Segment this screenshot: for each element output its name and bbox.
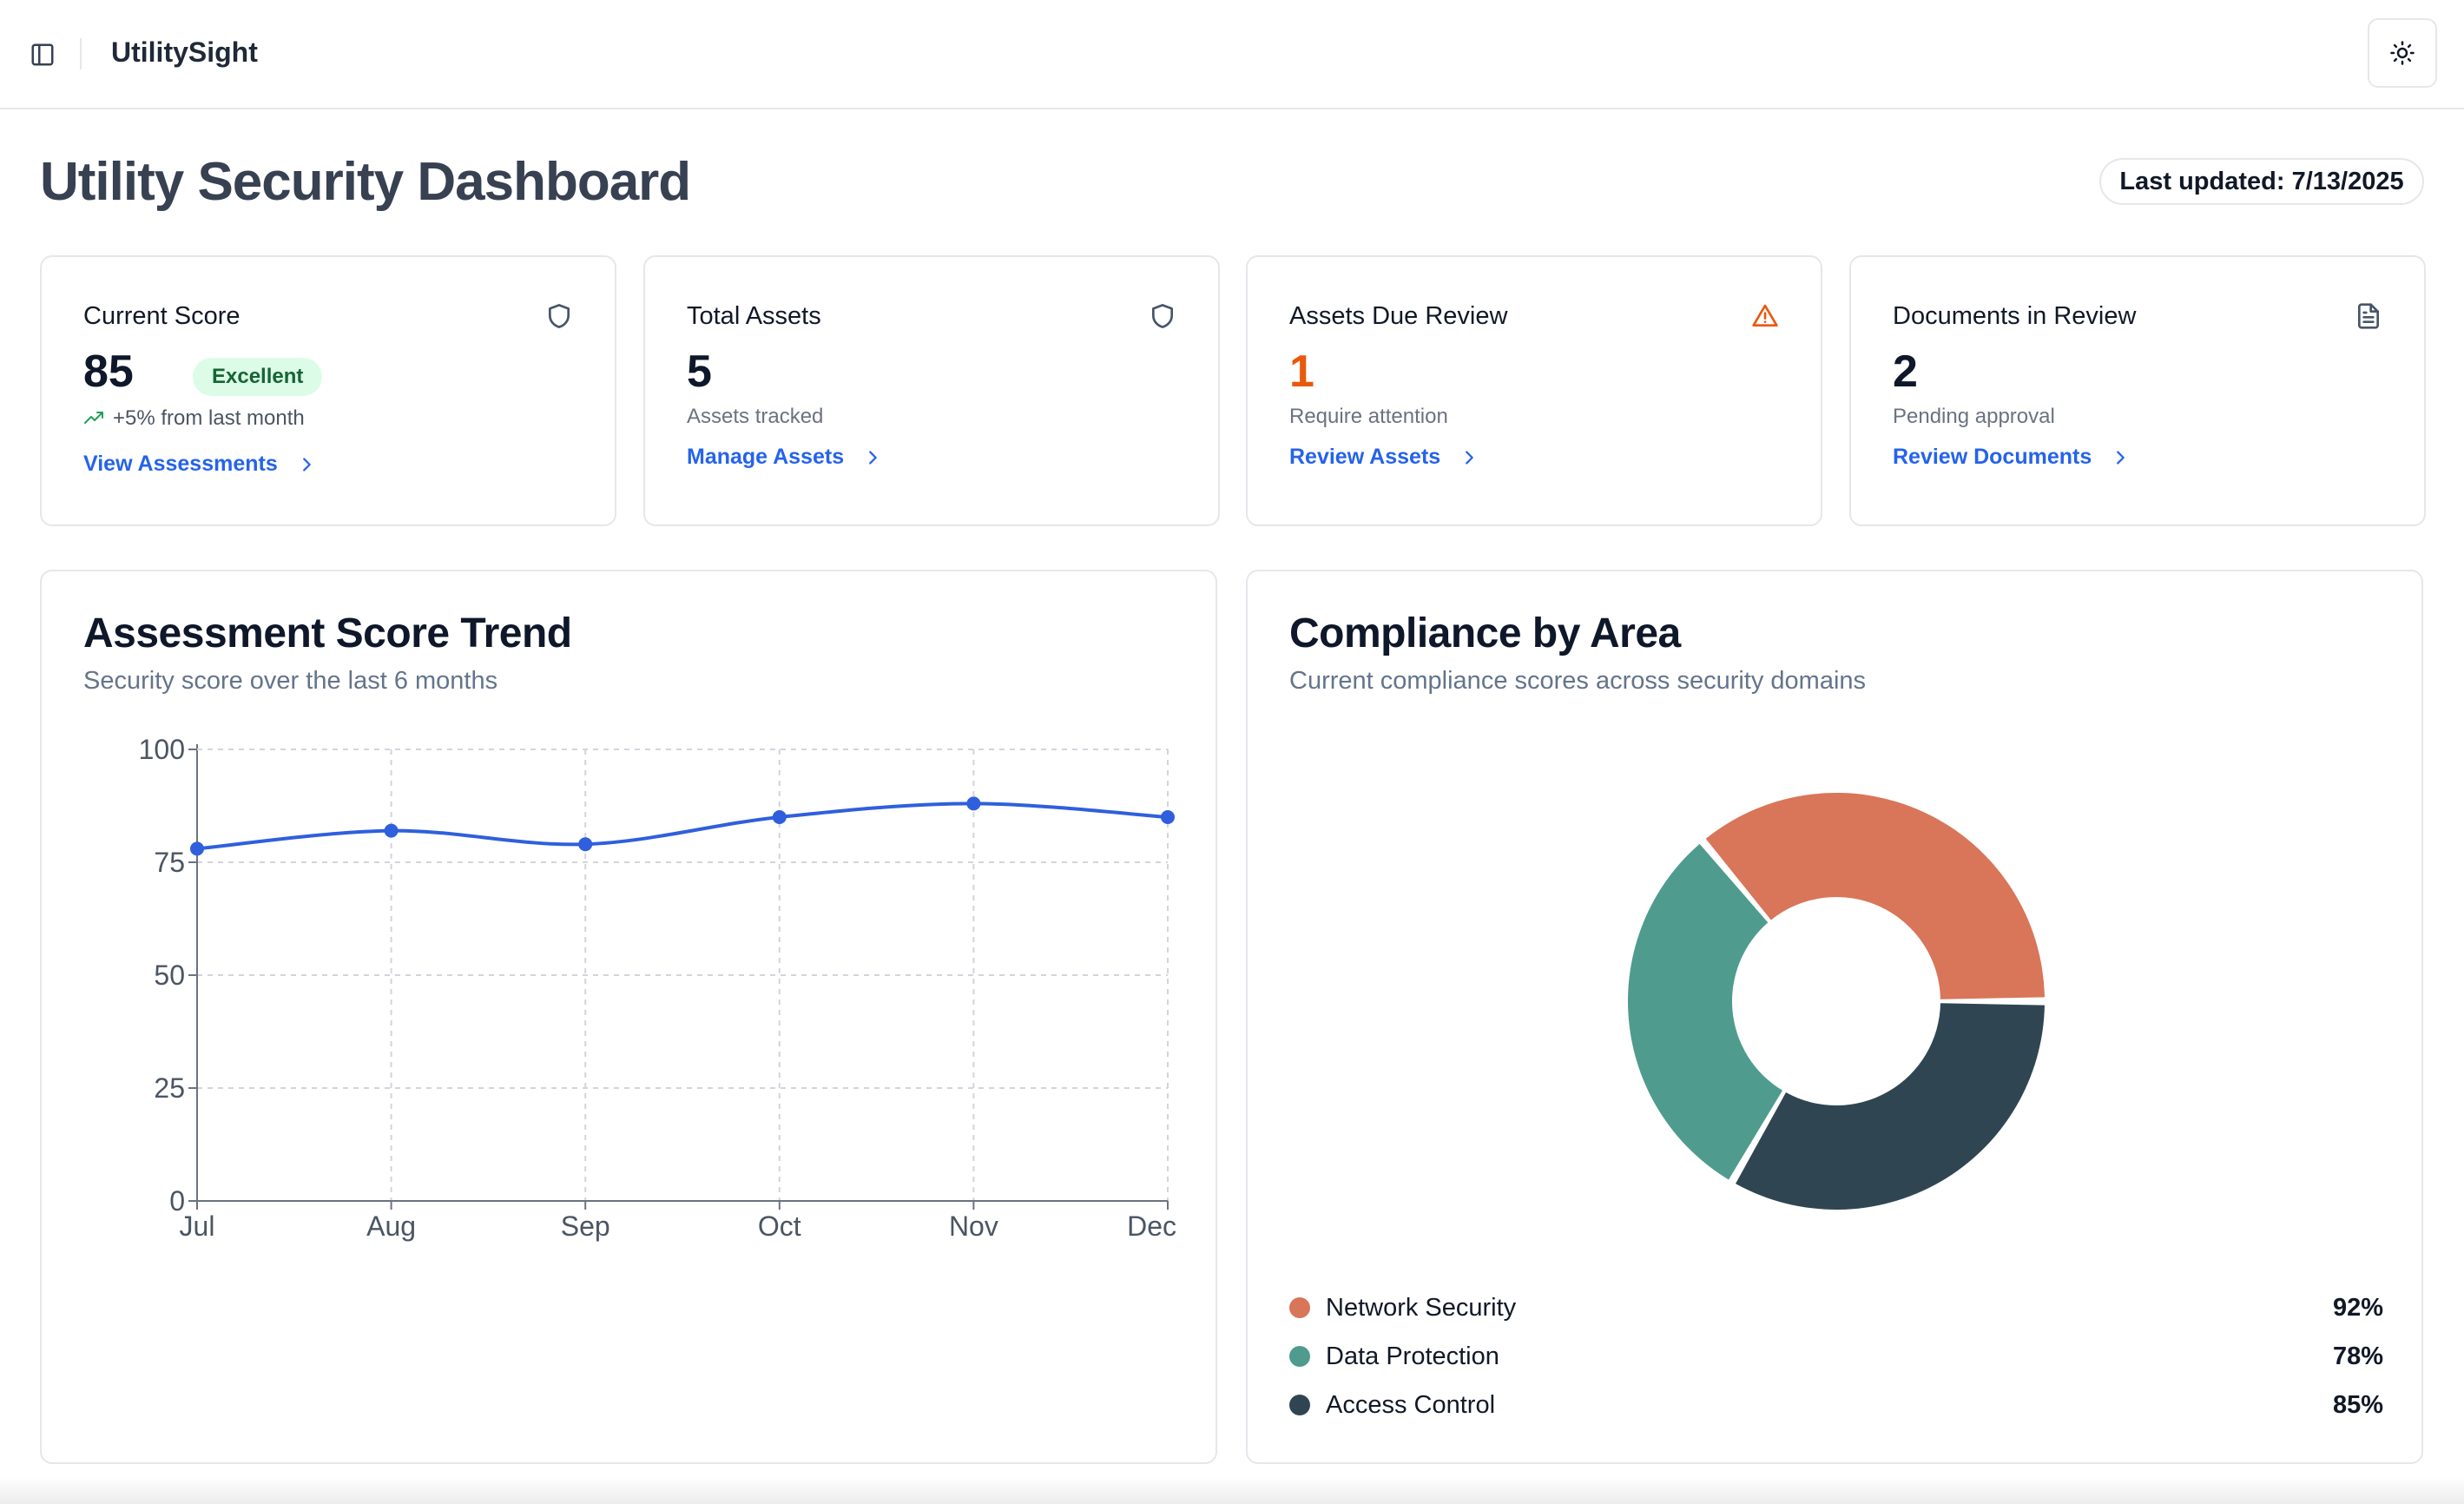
top-bar: UtilitySight — [0, 0, 2464, 109]
y-tick-label: 25 — [154, 1072, 185, 1104]
stat-label: Total Assets — [687, 302, 821, 330]
y-tick-label: 75 — [154, 847, 185, 878]
chart-legend: Network Security 92% Data Protection 78% Acc… — [1289, 1283, 2383, 1429]
x-tick-label: Oct — [758, 1210, 801, 1242]
current-score-card: Current Score 85 Excellent +5% from last… — [40, 255, 616, 526]
chevron-right-icon — [2117, 450, 2125, 465]
documents-in-review-card: Documents in Review 2 Pending approval R… — [1849, 255, 2426, 526]
shield-icon — [549, 304, 570, 328]
link-label: View Assessments — [83, 452, 278, 476]
app-name: UtilitySight — [111, 36, 258, 68]
review-documents-link[interactable]: Review Documents — [1893, 445, 2130, 470]
link-label: Manage Assets — [687, 445, 845, 469]
stat-caption: Pending approval — [1893, 405, 2055, 428]
stat-value: 1 — [1289, 346, 1314, 397]
assets-due-review-card: Assets Due Review 1 Require attention Re… — [1246, 255, 1822, 526]
x-tick-label: Sep — [561, 1210, 610, 1242]
file-text-icon — [2358, 303, 2379, 329]
manage-assets-link[interactable]: Manage Assets — [687, 445, 882, 470]
data-point[interactable] — [578, 837, 593, 852]
stat-label: Current Score — [83, 302, 240, 330]
theme-toggle-button[interactable] — [2368, 18, 2437, 88]
y-tick-label: 100 — [139, 734, 185, 765]
data-point[interactable] — [384, 823, 399, 838]
data-point[interactable] — [1161, 810, 1175, 824]
sidebar-toggle-button[interactable] — [26, 38, 59, 71]
x-tick-label: Dec — [1127, 1210, 1176, 1242]
donut-slice-network-security[interactable] — [1705, 793, 2045, 999]
window-bottom-edge — [0, 1476, 2464, 1504]
status-badge: Excellent — [193, 358, 323, 396]
score-trend-card: Assessment Score Trend Security score ov… — [40, 570, 1217, 1464]
legend-label: Network Security — [1326, 1293, 1517, 1322]
view-assessments-link[interactable]: View Assessments — [83, 452, 316, 477]
alert-triangle-icon — [1752, 304, 1778, 327]
stat-caption: Require attention — [1289, 405, 1448, 428]
legend-label: Access Control — [1326, 1390, 1496, 1419]
trend-indicator: +5% from last month — [83, 406, 305, 431]
legend-key: Access Control — [1289, 1391, 1495, 1420]
sun-icon — [2390, 41, 2415, 65]
compliance-card: Compliance by Area Current compliance sc… — [1246, 570, 2423, 1464]
chart-title: Assessment Score Trend — [83, 610, 572, 656]
stat-value: 2 — [1893, 346, 1918, 397]
score-trend-chart: 0 25 50 75 100 Jul Aug Sep Oct Nov Dec — [139, 734, 1176, 1242]
stat-value: 5 — [687, 346, 712, 397]
chevron-right-icon — [302, 457, 311, 472]
chart-title: Compliance by Area — [1289, 610, 1681, 656]
page-title: Utility Security Dashboard — [40, 152, 691, 212]
legend-swatch — [1289, 1297, 1310, 1318]
compliance-donut-chart — [1628, 793, 2045, 1210]
shield-icon — [1152, 304, 1173, 328]
last-updated-badge: Last updated: 7/13/2025 — [2099, 158, 2424, 205]
chevron-right-icon — [869, 450, 877, 465]
donut-slice-data-protection[interactable] — [1628, 843, 1783, 1180]
x-tick-label: Jul — [180, 1210, 215, 1242]
series-line — [196, 801, 1169, 851]
chart-subtitle: Security score over the last 6 months — [83, 667, 498, 695]
stat-value: 85 — [83, 346, 134, 397]
trend-text: +5% from last month — [113, 406, 305, 430]
donut-slice-access-control[interactable] — [1736, 1003, 2045, 1210]
data-point[interactable] — [190, 841, 204, 856]
chevron-right-icon — [1466, 450, 1473, 465]
legend-value: 92% — [2332, 1293, 2383, 1322]
sidebar-toggle-icon — [31, 43, 54, 66]
legend-label: Data Protection — [1326, 1342, 1499, 1370]
data-point[interactable] — [772, 810, 787, 824]
trending-up-icon — [84, 412, 103, 424]
legend-item: Network Security 92% — [1289, 1283, 2383, 1332]
topbar-divider — [80, 38, 82, 69]
x-tick-label: Aug — [366, 1210, 416, 1242]
y-tick-label: 0 — [169, 1185, 185, 1217]
legend-key: Data Protection — [1289, 1342, 1499, 1371]
stat-label: Assets Due Review — [1289, 302, 1508, 330]
link-label: Review Assets — [1289, 445, 1441, 469]
legend-swatch — [1289, 1346, 1310, 1367]
legend-key: Network Security — [1289, 1294, 1516, 1323]
legend-value: 78% — [2332, 1342, 2383, 1370]
link-label: Review Documents — [1893, 445, 2092, 469]
x-tick-label: Nov — [949, 1210, 998, 1242]
legend-swatch — [1289, 1395, 1310, 1415]
legend-item: Access Control 85% — [1289, 1381, 2383, 1429]
stat-label: Documents in Review — [1893, 302, 2137, 330]
legend-item: Data Protection 78% — [1289, 1332, 2383, 1381]
review-assets-link[interactable]: Review Assets — [1289, 445, 1479, 470]
legend-value: 85% — [2332, 1390, 2383, 1419]
stat-caption: Assets tracked — [687, 405, 824, 428]
data-point[interactable] — [966, 796, 981, 811]
y-tick-label: 50 — [154, 960, 185, 991]
total-assets-card: Total Assets 5 Assets tracked Manage Ass… — [643, 255, 1220, 526]
chart-subtitle: Current compliance scores across securit… — [1289, 667, 1867, 695]
